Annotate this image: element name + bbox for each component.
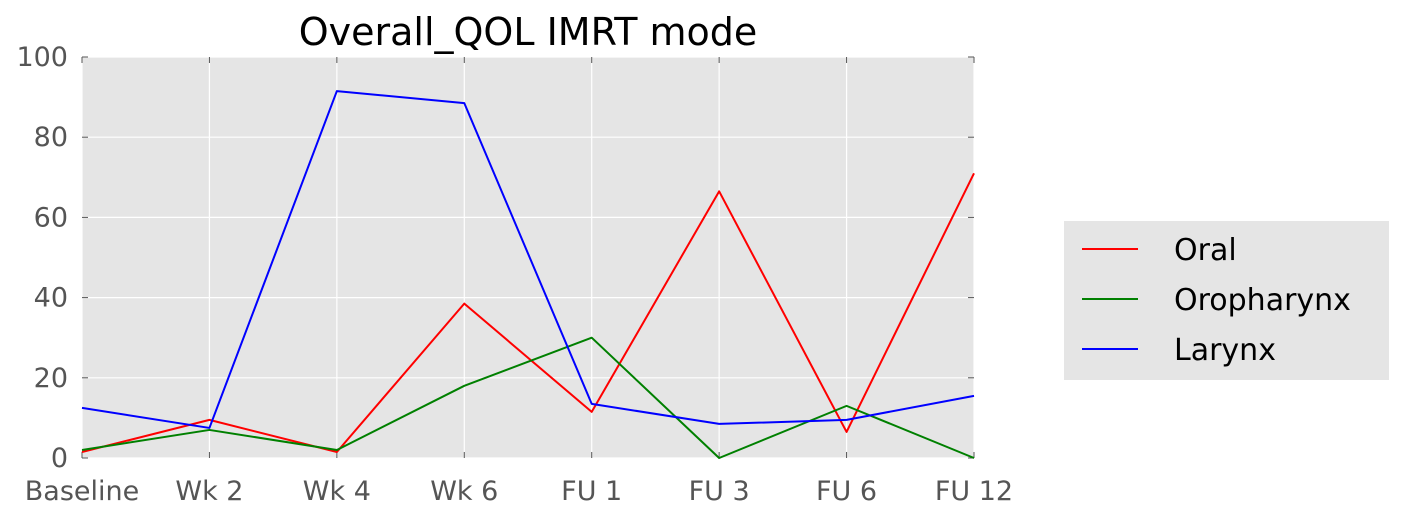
x-tick-label: Wk 6	[430, 476, 498, 507]
x-tick-label: FU 1	[561, 476, 622, 507]
y-tick-label: 80	[34, 122, 68, 153]
x-tick-label: FU 6	[816, 476, 877, 507]
chart-title: Overall_QOL IMRT mode	[299, 10, 758, 54]
x-tick-label: Wk 4	[303, 476, 371, 507]
y-tick-label: 20	[34, 363, 68, 394]
x-tick-label: Wk 2	[175, 476, 243, 507]
series-line-larynx	[81, 90, 975, 429]
x-tick-label: FU 3	[689, 476, 750, 507]
y-tick-label: 0	[51, 443, 68, 474]
series-line-oropharynx	[81, 336, 975, 459]
legend-box	[1064, 221, 1389, 380]
y-tick-label: 40	[34, 283, 68, 314]
y-tick-label: 100	[16, 42, 68, 73]
legend-label-oropharynx: Oropharynx	[1174, 283, 1351, 318]
series-line-oral	[81, 172, 975, 453]
legend-label-oral: Oral	[1174, 233, 1237, 268]
plot-background	[82, 57, 974, 458]
y-tick-label: 60	[34, 202, 68, 233]
legend-label-larynx: Larynx	[1174, 333, 1276, 368]
x-tick-label: FU 12	[935, 476, 1013, 507]
x-tick-label: Baseline	[25, 476, 139, 507]
